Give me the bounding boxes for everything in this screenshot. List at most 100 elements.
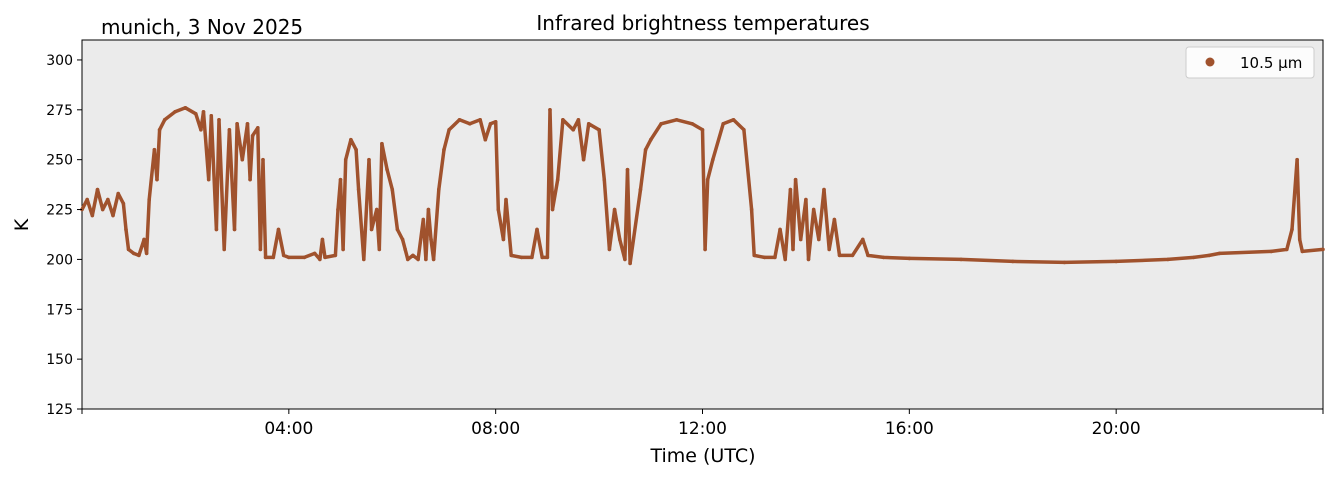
data-point — [550, 207, 555, 212]
data-point — [519, 255, 524, 260]
data-point — [155, 177, 159, 182]
data-point — [323, 255, 327, 260]
data-point — [429, 237, 433, 242]
data-point — [447, 127, 451, 132]
data-point — [1297, 237, 1302, 242]
data-point — [227, 127, 232, 132]
data-point — [791, 247, 795, 252]
data-point — [235, 121, 239, 126]
data-point — [806, 257, 811, 262]
data-point — [827, 247, 831, 252]
data-point — [659, 121, 663, 126]
y-tick-label: 250 — [46, 153, 73, 169]
data-point — [209, 113, 214, 118]
data-point — [1290, 227, 1294, 232]
x-tick-label: 08:00 — [471, 419, 520, 439]
data-point — [336, 207, 340, 212]
data-point — [380, 141, 384, 146]
x-tick-label: 04:00 — [264, 419, 313, 439]
data-point — [400, 237, 405, 242]
data-point — [628, 261, 632, 266]
data-point — [137, 253, 141, 258]
data-point — [276, 227, 281, 232]
data-point — [162, 117, 167, 122]
data-point — [773, 255, 777, 260]
data-point — [126, 247, 131, 252]
data-point — [576, 117, 581, 122]
legend-marker — [1205, 57, 1215, 67]
data-point — [690, 121, 694, 126]
data-point — [1295, 157, 1299, 162]
data-point — [798, 237, 803, 242]
series-trace — [80, 106, 1324, 266]
data-point — [555, 177, 560, 182]
data-point — [121, 201, 126, 206]
data-point — [700, 127, 705, 132]
data-point — [617, 237, 622, 242]
data-point — [338, 177, 343, 182]
data-point — [860, 237, 865, 242]
data-point — [245, 121, 250, 126]
data-point — [385, 167, 389, 172]
data-point — [442, 147, 446, 152]
data-point — [817, 237, 821, 242]
data-point — [111, 213, 115, 218]
data-point — [509, 253, 513, 258]
data-point — [354, 147, 358, 152]
data-point — [625, 167, 630, 172]
data-point — [193, 112, 198, 116]
data-point — [496, 207, 501, 212]
data-point — [822, 187, 826, 192]
data-point — [483, 137, 488, 142]
y-axis: 125 150 175 200 225 250 275 300 — [46, 53, 82, 418]
data-point — [100, 207, 105, 212]
data-point — [144, 251, 149, 256]
plot-area — [81, 39, 1324, 410]
data-point — [183, 106, 188, 110]
data-point — [426, 207, 431, 212]
data-point — [1191, 255, 1196, 260]
data-point — [866, 253, 870, 258]
data-point — [832, 217, 837, 222]
data-point — [320, 237, 325, 242]
data-point — [318, 257, 322, 262]
data-point — [424, 257, 428, 262]
data-point — [333, 253, 338, 258]
data-point — [436, 187, 441, 192]
data-point — [501, 237, 506, 242]
data-point — [623, 257, 627, 262]
y-tick-label: 275 — [46, 103, 73, 119]
x-axis: 04:00 08:00 12:00 16:00 20:00 — [81, 409, 1324, 439]
data-point — [1269, 249, 1274, 254]
data-point — [405, 257, 410, 262]
data-point — [711, 157, 715, 162]
data-point — [199, 127, 203, 132]
data-point — [493, 119, 498, 124]
data-point — [721, 121, 725, 126]
data-point — [281, 253, 286, 258]
data-point — [742, 127, 746, 132]
data-point — [643, 147, 648, 152]
data-point — [881, 255, 886, 260]
data-series — [80, 106, 1325, 266]
data-point — [362, 257, 366, 262]
data-point — [1166, 257, 1170, 262]
data-point — [571, 127, 576, 132]
data-point — [548, 108, 552, 112]
data-point — [131, 251, 136, 256]
legend-box — [1185, 46, 1315, 79]
chart-subtitle: munich, 3 Nov 2025 — [101, 15, 303, 39]
x-axis-label: Time (UTC) — [649, 445, 755, 467]
data-point — [390, 187, 395, 192]
data-point — [356, 187, 361, 192]
data-point — [312, 251, 317, 256]
data-point — [837, 253, 842, 258]
data-point — [783, 257, 788, 262]
data-point — [250, 133, 255, 138]
data-point — [1300, 249, 1305, 254]
data-point — [705, 177, 710, 182]
data-point — [648, 137, 653, 142]
data-point — [217, 117, 221, 122]
y-tick-label: 125 — [46, 402, 73, 418]
